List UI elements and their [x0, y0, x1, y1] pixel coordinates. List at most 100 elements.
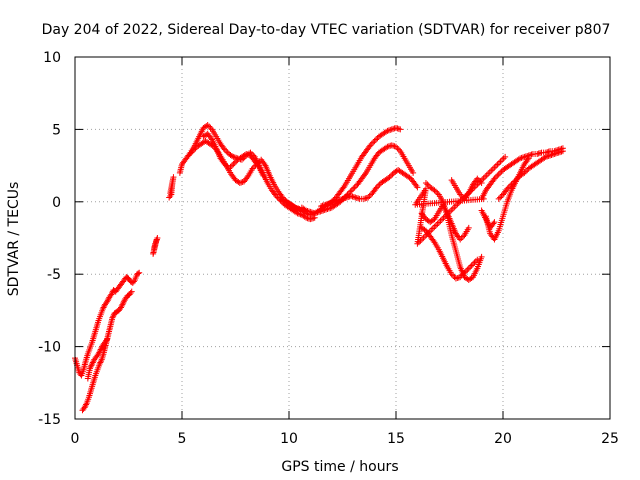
data-point — [206, 123, 213, 130]
data-point — [186, 151, 193, 158]
data-point — [351, 184, 358, 191]
data-point — [395, 146, 402, 153]
data-point — [188, 149, 195, 156]
data-point — [120, 300, 127, 307]
data-point — [221, 161, 228, 168]
data-point — [99, 305, 106, 312]
data-point — [508, 181, 515, 188]
y-tick-label: 0 — [52, 195, 61, 211]
data-point — [522, 168, 529, 175]
data-point — [120, 298, 127, 305]
data-point — [432, 188, 439, 195]
data-point — [434, 220, 441, 227]
data-point — [471, 259, 478, 266]
data-point — [96, 347, 103, 354]
data-point — [460, 233, 467, 240]
data-point — [470, 261, 477, 268]
data-point — [460, 271, 467, 278]
data-point — [83, 401, 90, 408]
data-point — [448, 207, 455, 214]
data-point — [136, 269, 143, 276]
axis-ticks: 0 5 10 15 20 25 -15 -10 -5 0 5 10 — [38, 50, 619, 447]
series-track-c — [84, 336, 111, 382]
data-point — [524, 156, 531, 163]
data-point — [482, 173, 489, 180]
data-point — [450, 272, 457, 279]
data-point — [449, 205, 456, 212]
data-point — [89, 359, 96, 366]
data-point — [82, 402, 89, 409]
data-point — [495, 171, 502, 178]
plot-frame — [74, 56, 611, 420]
data-point — [431, 187, 438, 194]
series-track-p — [478, 145, 566, 202]
data-point — [103, 337, 110, 344]
data-point — [491, 175, 498, 182]
data-point — [495, 195, 502, 202]
data-point — [228, 162, 235, 169]
grid — [75, 57, 610, 419]
data-point — [494, 172, 501, 179]
data-point — [495, 160, 502, 167]
data-point — [98, 358, 105, 365]
data-point — [185, 152, 192, 159]
data-point — [81, 404, 88, 411]
data-point — [293, 205, 300, 212]
data-point — [492, 174, 499, 181]
data-point — [488, 167, 495, 174]
data-point — [223, 148, 230, 155]
data-point — [465, 265, 472, 272]
data-point — [514, 175, 521, 182]
data-point — [497, 158, 504, 165]
data-point — [383, 128, 390, 135]
data-point — [135, 270, 142, 277]
data-point — [227, 164, 234, 171]
data-point — [512, 177, 519, 184]
data-point — [366, 193, 373, 200]
data-point — [118, 303, 125, 310]
data-point — [424, 181, 431, 188]
y-tick-label: -15 — [38, 412, 61, 428]
data-point — [104, 297, 111, 304]
data-point — [500, 155, 507, 162]
data-point — [367, 142, 374, 149]
data-point — [485, 170, 492, 177]
series-track-r — [495, 148, 566, 202]
data-point — [429, 225, 436, 232]
x-tick-label: 5 — [178, 431, 187, 447]
data-point — [231, 159, 238, 166]
data-point — [226, 165, 233, 172]
data-point — [492, 163, 499, 170]
data-point — [431, 224, 438, 231]
data-point — [96, 349, 103, 356]
data-point — [448, 271, 455, 278]
data-point — [86, 365, 93, 372]
series-track-h — [200, 130, 267, 179]
x-tick-label: 10 — [280, 431, 298, 447]
data-point — [497, 194, 504, 201]
data-point — [486, 169, 493, 176]
data-point — [541, 154, 548, 161]
data-point — [439, 216, 446, 223]
data-point — [191, 146, 198, 153]
data-point — [494, 161, 501, 168]
data-point — [223, 162, 230, 169]
data-point — [397, 126, 404, 133]
data-point — [422, 179, 429, 186]
data-point — [373, 136, 380, 143]
data-point — [280, 197, 287, 204]
data-point — [491, 164, 498, 171]
data-point — [95, 350, 102, 357]
data-point — [130, 278, 137, 285]
data-point — [254, 162, 261, 169]
data-point — [127, 290, 134, 297]
data-point — [347, 188, 354, 195]
data-point — [515, 156, 522, 163]
chart-title: Day 204 of 2022, Sidereal Day-to-day VTE… — [42, 22, 611, 38]
data-point — [119, 301, 126, 308]
data-point — [230, 161, 237, 168]
data-point — [207, 124, 214, 131]
data-point — [497, 169, 504, 176]
data-point — [451, 204, 458, 211]
x-tick-label: 15 — [387, 431, 405, 447]
